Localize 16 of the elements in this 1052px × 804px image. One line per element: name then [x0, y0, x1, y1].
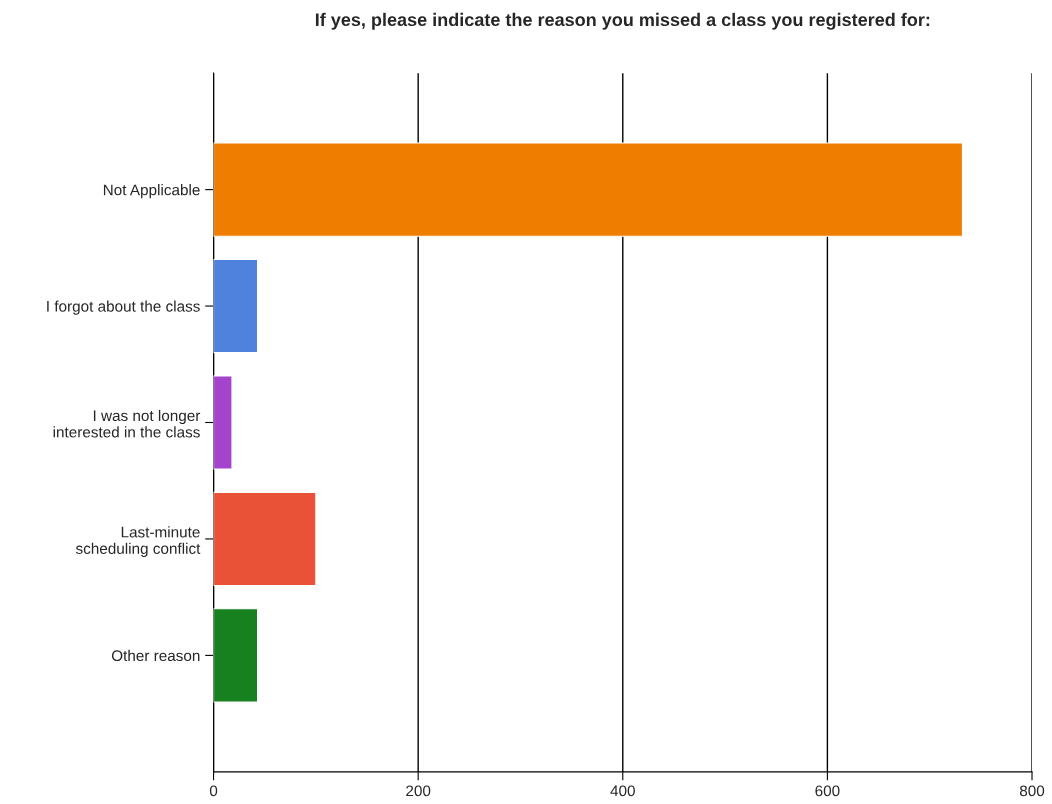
- x-tick-label: 600: [815, 785, 840, 797]
- x-tick-label: 800: [1019, 785, 1045, 797]
- y-tick-label: Last-minute scheduling conflict: [75, 526, 201, 557]
- y-tick-label: I was not longer interested in the class: [53, 409, 201, 438]
- bar: [213, 375, 233, 470]
- x-tick-label: 0: [209, 785, 218, 797]
- bar: [213, 608, 259, 703]
- y-tick-label: Other reason: [111, 649, 200, 662]
- y-tick-label: Not Applicable: [103, 184, 200, 199]
- bar: [213, 142, 963, 237]
- x-tick-label: 200: [406, 785, 431, 797]
- bar: [213, 491, 317, 587]
- bar: [213, 258, 259, 354]
- y-tick-label: I forgot about the class: [47, 300, 200, 315]
- x-tick-label: 400: [610, 785, 635, 797]
- chart-title: If yes, please indicate the reason you missed a class you registered for:: [315, 12, 930, 30]
